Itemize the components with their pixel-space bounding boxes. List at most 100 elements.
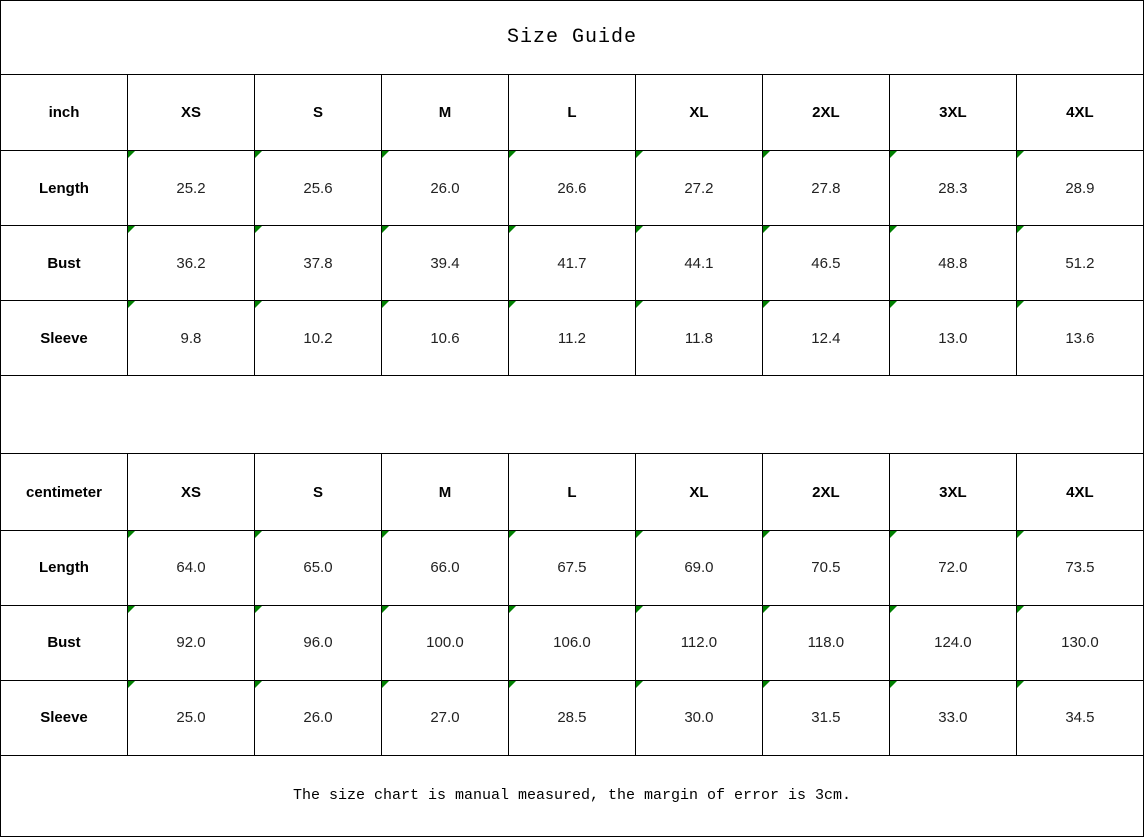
size-value: 92.0 <box>176 634 206 652</box>
size-value: 106.0 <box>553 634 591 652</box>
row-label-length: Length <box>0 529 128 606</box>
size-header-m: M <box>380 453 509 531</box>
size-header-xs: XS <box>126 74 255 152</box>
size-value: 100.0 <box>426 634 464 652</box>
spacer-cell <box>0 375 1144 455</box>
size-value: 34.5 <box>1065 709 1095 727</box>
size-value-cell: 10.2 <box>253 300 382 377</box>
centimeter-header-row: centimeter XS S M L XL 2XL 3XL 4XL <box>0 453 1144 531</box>
size-value-cell: 48.8 <box>888 225 1017 302</box>
size-value: 33.0 <box>938 709 968 727</box>
cell-flag-icon <box>890 531 897 538</box>
size-value-cell: 30.0 <box>634 679 763 756</box>
cell-flag-icon <box>128 301 135 309</box>
cell-flag-icon <box>128 151 135 159</box>
size-value: 10.6 <box>430 329 460 347</box>
size-value-cell: 34.5 <box>1015 679 1144 756</box>
size-value-cell: 73.5 <box>1015 529 1144 606</box>
size-value: 65.0 <box>303 559 333 577</box>
cell-flag-icon <box>636 531 643 538</box>
size-header-xl: XL <box>634 453 763 531</box>
inch-header-row: inch XS S M L XL 2XL 3XL 4XL <box>0 74 1144 152</box>
size-value: 28.3 <box>938 179 968 197</box>
size-value-cell: 39.4 <box>380 225 509 302</box>
page-title: Size Guide <box>0 0 1144 76</box>
size-header-3xl: 3XL <box>888 74 1017 152</box>
size-value-cell: 27.8 <box>761 150 890 227</box>
cell-flag-icon <box>763 301 770 309</box>
cell-flag-icon <box>128 606 135 613</box>
size-value: 13.0 <box>938 329 968 347</box>
size-value: 25.2 <box>176 179 206 197</box>
footer-row: The size chart is manual measured, the m… <box>0 754 1144 837</box>
cell-flag-icon <box>636 606 643 613</box>
size-value-cell: 26.0 <box>380 150 509 227</box>
size-value: 96.0 <box>303 634 333 652</box>
size-value: 37.8 <box>303 254 333 272</box>
cell-flag-icon <box>382 301 389 309</box>
size-value: 25.0 <box>176 709 206 727</box>
size-value-cell: 27.0 <box>380 679 509 756</box>
size-value-cell: 28.9 <box>1015 150 1144 227</box>
spacer-row <box>0 375 1144 455</box>
size-value-cell: 64.0 <box>126 529 255 606</box>
cell-flag-icon <box>1017 151 1024 159</box>
size-value-cell: 46.5 <box>761 225 890 302</box>
row-label-bust: Bust <box>0 225 128 302</box>
cm-length-row: Length 64.0 65.0 66.0 67.5 69.0 70.5 72.… <box>0 529 1144 606</box>
size-value-cell: 72.0 <box>888 529 1017 606</box>
cell-flag-icon <box>509 301 516 309</box>
size-value-cell: 26.6 <box>507 150 636 227</box>
size-value-cell: 31.5 <box>761 679 890 756</box>
size-value: 72.0 <box>938 559 968 577</box>
size-value-cell: 65.0 <box>253 529 382 606</box>
cell-flag-icon <box>255 606 262 613</box>
cell-flag-icon <box>509 606 516 613</box>
row-label-length: Length <box>0 150 128 227</box>
size-value: 64.0 <box>176 559 206 577</box>
size-value: 28.9 <box>1065 179 1095 197</box>
size-value: 46.5 <box>811 254 841 272</box>
size-value-cell: 37.8 <box>253 225 382 302</box>
cell-flag-icon <box>636 226 643 234</box>
size-value: 66.0 <box>430 559 460 577</box>
cell-flag-icon <box>128 531 135 538</box>
size-value-cell: 51.2 <box>1015 225 1144 302</box>
cell-flag-icon <box>382 681 389 688</box>
size-value-cell: 26.0 <box>253 679 382 756</box>
cell-flag-icon <box>1017 531 1024 538</box>
size-value: 36.2 <box>176 254 206 272</box>
cell-flag-icon <box>1017 226 1024 234</box>
size-value: 26.0 <box>430 179 460 197</box>
cell-flag-icon <box>509 531 516 538</box>
size-value: 27.0 <box>430 709 460 727</box>
size-value: 9.8 <box>180 329 202 347</box>
measurement-disclaimer: The size chart is manual measured, the m… <box>0 754 1144 837</box>
cell-flag-icon <box>509 151 516 159</box>
size-value-cell: 25.0 <box>126 679 255 756</box>
cell-flag-icon <box>1017 681 1024 688</box>
cell-flag-icon <box>382 531 389 538</box>
size-header-xl: XL <box>634 74 763 152</box>
size-value: 112.0 <box>680 634 718 652</box>
size-value-cell: 12.4 <box>761 300 890 377</box>
unit-header-centimeter: centimeter <box>0 453 128 531</box>
inch-bust-row: Bust 36.2 37.8 39.4 41.7 44.1 46.5 48.8 … <box>0 225 1144 302</box>
size-value-cell: 70.5 <box>761 529 890 606</box>
size-value-cell: 67.5 <box>507 529 636 606</box>
cell-flag-icon <box>1017 301 1024 309</box>
size-value: 67.5 <box>557 559 587 577</box>
cell-flag-icon <box>509 226 516 234</box>
cell-flag-icon <box>382 606 389 613</box>
inch-sleeve-row: Sleeve 9.8 10.2 10.6 11.2 11.8 12.4 13.0… <box>0 300 1144 377</box>
size-value: 27.8 <box>811 179 841 197</box>
cell-flag-icon <box>763 606 770 613</box>
size-value: 118.0 <box>807 634 845 652</box>
cell-flag-icon <box>890 301 897 309</box>
size-header-s: S <box>253 74 382 152</box>
cell-flag-icon <box>763 531 770 538</box>
cell-flag-icon <box>890 151 897 159</box>
size-value-cell: 41.7 <box>507 225 636 302</box>
cell-flag-icon <box>636 151 643 159</box>
size-value-cell: 106.0 <box>507 604 636 681</box>
